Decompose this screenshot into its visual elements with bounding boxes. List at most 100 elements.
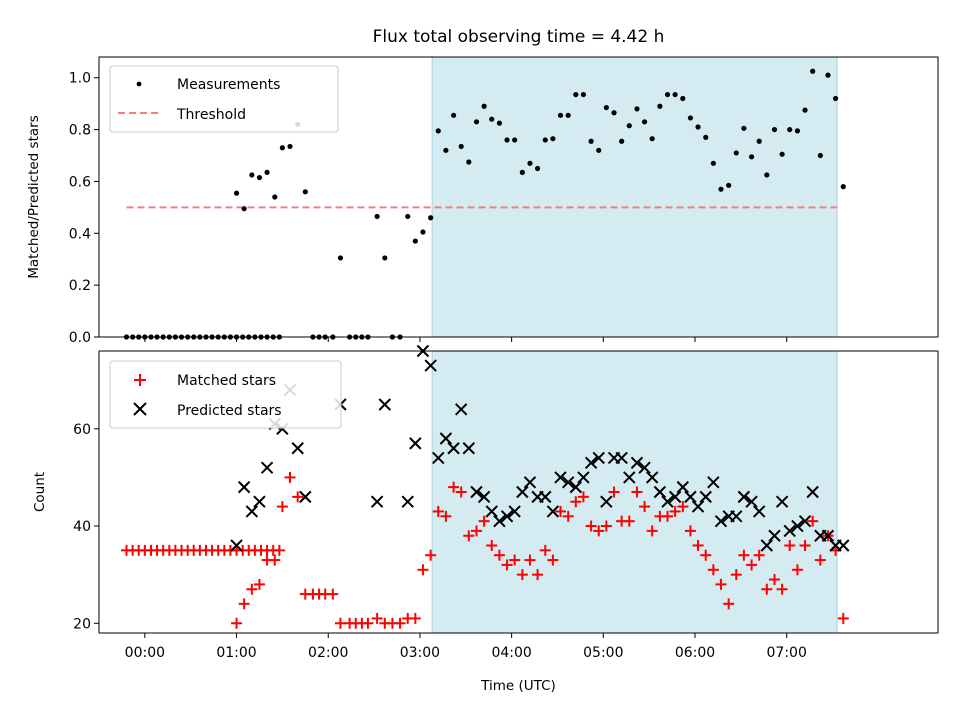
measurement-point [489,116,495,122]
predicted-star-point [737,490,751,504]
legend-label-measurements: Measurements [177,77,280,93]
legend-marker-measurements [136,81,142,87]
matched-star-point [425,549,437,561]
top-y-axis-label: Matched/Predicted stars [26,115,42,278]
predicted-star-point [477,490,491,504]
predicted-star-point [378,398,392,411]
matched-star-point [501,559,513,571]
x-tick-label: 03:00 [400,645,440,661]
matched-star-point [409,612,421,624]
legend-label-threshold: Threshold [176,107,246,123]
matched-star-point [791,564,803,576]
matched-star-point [837,612,849,624]
matched-star-point [284,471,296,483]
predicted-star-point [554,471,567,484]
predicted-star-point [668,490,682,504]
matched-star-point [799,539,811,551]
matched-star-point [547,554,559,566]
matched-star-point [238,598,250,610]
matched-star-point [471,525,483,537]
predicted-star-point [791,519,804,533]
matched-star-point [269,554,281,566]
matched-star-point [646,525,658,537]
matched-star-point [478,515,490,527]
matched-star-point [253,578,265,590]
measurement-point [450,112,457,118]
measurement-point [435,128,441,134]
measurement-point [825,72,831,78]
measurement-point [374,213,380,220]
measurement-point [657,103,663,109]
predicted-star-point [691,500,705,513]
predicted-star-point [775,495,789,508]
measurement-point [405,213,411,220]
matched-star-point [493,549,505,561]
matched-star-point [334,617,346,629]
measurement-point [810,68,816,74]
matched-star-point [585,520,597,532]
predicted-star-point [821,529,835,542]
predicted-star-point [260,461,274,474]
y-tick-label: 0.4 [69,226,91,242]
measurement-point [695,124,701,130]
predicted-star-point [230,539,243,552]
matched-star-point [600,520,612,532]
predicted-star-point [630,456,644,470]
measurement-point [832,95,839,102]
measurement-point [512,137,518,143]
matched-star-point [509,554,521,566]
matched-star-point [417,564,429,576]
predicted-star-point [638,461,651,474]
y-tick-label: 0.2 [69,278,91,294]
measurement-point [634,106,640,112]
matched-star-point [677,501,689,513]
predicted-star-point [561,476,575,489]
x-tick-label: 04:00 [491,645,531,661]
predicted-star-point [730,510,743,523]
predicted-star-point [454,403,468,416]
y-tick-label: 0.0 [69,330,91,346]
measurement-point [687,115,694,121]
measurement-point [542,137,548,143]
measurement-point [382,255,388,261]
predicted-star-point [253,495,266,508]
measurement-point [496,120,503,126]
measurement-point [443,147,449,153]
predicted-star-point [439,432,453,445]
observing-window-shade [431,56,838,338]
measurement-point [241,206,247,212]
legend-label-matched-stars: Matched stars [177,373,276,389]
y-tick-label: 1.0 [69,71,91,87]
predicted-star-point [432,451,445,465]
predicted-star-point [299,490,312,504]
matched-star-point [723,598,735,610]
measurement-point [840,184,846,190]
matched-star-point [669,505,681,517]
matched-star-point [463,530,475,542]
matched-star-point [784,539,796,551]
predicted-star-point [470,485,483,499]
y-tick-label: 0.6 [69,174,91,190]
measurement-point [233,190,240,196]
x-tick-label: 05:00 [583,645,623,661]
matched-star-point [486,539,498,551]
matched-star-point [327,588,339,600]
flux-ratio-panel: 0.0 0.2 0.4 0.6 0.8 1.0 Flux total observing … [26,27,939,346]
x-tick-label: 01:00 [216,645,256,661]
matched-star-point [776,583,788,595]
matched-star-point [623,515,635,527]
predicted-star-point [485,505,498,518]
measurement-point [458,143,464,150]
matched-star-point [246,583,258,595]
matched-star-point [554,505,566,517]
legend-marker-matched-stars [134,374,146,386]
predicted-star-point [661,495,674,508]
matched-star-point [562,510,574,522]
measurement-point [580,91,587,98]
bottom-axes-frame [98,350,939,634]
measurement-point [256,174,263,181]
measurements-series [123,68,846,340]
matched-star-point [692,539,704,551]
legend-marker-predicted-stars [133,402,147,416]
measurement-point [779,151,785,157]
